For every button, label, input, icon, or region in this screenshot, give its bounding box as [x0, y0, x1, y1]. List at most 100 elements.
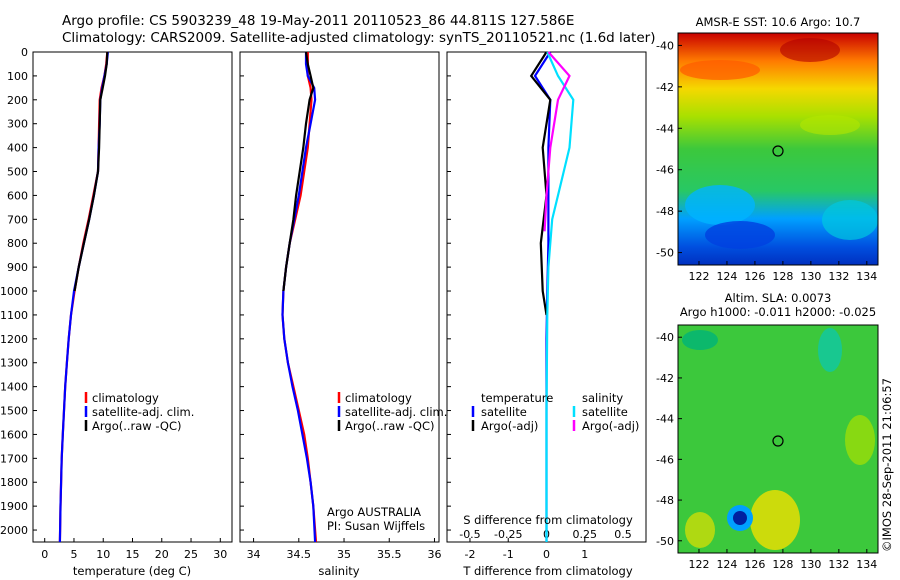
legend-s-argo: Argo(-adj)	[582, 419, 639, 433]
header-line-2: Climatology: CARS2009. Satellite-adjuste…	[62, 30, 656, 46]
depth-tick-label: 500	[7, 166, 28, 179]
lon-tick-label: 130	[800, 270, 821, 283]
x-tick-label: 30	[213, 548, 227, 561]
pi-note: PI: Susan Wijffels	[327, 519, 425, 533]
x-tick-label: 5	[70, 548, 77, 561]
sla-high-patch	[685, 512, 715, 548]
lat-tick-label: -46	[656, 453, 674, 466]
series-argo-raw-qc-	[73, 51, 109, 292]
x-tick-label: 35	[337, 548, 351, 561]
lat-tick-label: -46	[656, 164, 674, 177]
temperature-legend: climatology satellite-adj. clim. Argo(..…	[84, 391, 194, 433]
depth-tick-label: 1300	[0, 357, 28, 370]
sla-map	[677, 324, 879, 554]
series-salinity-satellite	[545, 51, 575, 542]
depth-tick-label: 2000	[0, 524, 28, 537]
sla-patch	[682, 330, 718, 350]
sst-cold-core	[705, 221, 775, 249]
temperature-x-ticks: 0 5 10 15 20 25 30	[41, 538, 227, 561]
sst-lon-ticks: 122 124 126 128 130 132 134	[688, 261, 877, 283]
salinity-x-ticks: 34 34.5 35 35.5 36	[247, 538, 441, 561]
depth-tick-label: 900	[7, 261, 28, 274]
x-tick-label: -2	[464, 548, 475, 561]
legend-s-satellite: satellite	[582, 405, 628, 419]
x-tick-label: 1	[581, 548, 588, 561]
lat-tick-label: -40	[656, 331, 674, 344]
s-diff-tick-label: 0.25	[573, 528, 598, 541]
x-tick-label: 35.5	[377, 548, 402, 561]
x-tick-label: 25	[184, 548, 198, 561]
depth-tick-label: 400	[7, 142, 28, 155]
x-tick-label: 36	[427, 548, 441, 561]
lon-tick-label: 126	[744, 270, 765, 283]
lat-tick-label: -50	[656, 535, 674, 548]
series-temperature-argo-adj-	[529, 51, 552, 316]
t-diff-axis-label: T difference from climatology	[462, 564, 633, 578]
lat-tick-label: -48	[656, 205, 674, 218]
argo-float-marker	[772, 435, 784, 447]
legend-satellite-adj: satellite-adj. clim.	[92, 405, 194, 419]
sla-high-patch	[750, 490, 800, 550]
temperature-curves	[58, 51, 109, 543]
s-diff-tick-label: -0.5	[459, 528, 480, 541]
depth-tick-label: 1900	[0, 500, 28, 513]
lon-tick-label: 128	[772, 558, 793, 571]
x-tick-label: 10	[96, 548, 110, 561]
depth-tick-label: 1100	[0, 309, 28, 322]
legend-argo: Argo(..raw -QC)	[92, 419, 182, 433]
s-diff-tick-label: 0.5	[614, 528, 632, 541]
header-line-1: Argo profile: CS 5903239_48 19-May-2011 …	[62, 13, 575, 29]
depth-tick-label: 1400	[0, 381, 28, 394]
series-argo-raw-qc-	[282, 51, 315, 292]
lon-tick-label: 134	[856, 270, 877, 283]
x-tick-label: 0	[543, 548, 550, 561]
sla-map-frame	[677, 324, 879, 554]
salinity-curves	[281, 51, 318, 543]
lat-tick-label: -42	[656, 81, 674, 94]
lon-tick-label: 124	[716, 270, 737, 283]
depth-tick-label: 1000	[0, 285, 28, 298]
lon-tick-label: 128	[772, 270, 793, 283]
difference-curves	[529, 51, 575, 542]
legend-argo: Argo(..raw -QC)	[345, 419, 435, 433]
sst-map-frame	[677, 32, 879, 266]
difference-legend: temperature satellite Argo(-adj) salinit…	[471, 391, 639, 433]
salinity-plot-frame	[239, 51, 440, 543]
sla-patch	[818, 328, 842, 372]
depth-tick-label: 800	[7, 237, 28, 250]
sst-mid-patch	[800, 115, 860, 135]
lat-tick-label: -44	[656, 122, 674, 135]
depth-tick-label: 700	[7, 213, 28, 226]
lon-tick-label: 132	[828, 558, 849, 571]
series-salinity-argo-adj-	[543, 51, 571, 232]
sst-cool-patch	[822, 200, 878, 240]
imos-timestamp: ©IMOS 28-Sep-2011 21:06:57	[880, 378, 894, 552]
x-tick-label: 34	[247, 548, 261, 561]
depth-tick-label: 1700	[0, 452, 28, 465]
x-tick-label: 20	[155, 548, 169, 561]
lon-tick-label: 122	[688, 270, 709, 283]
lat-tick-label: -40	[656, 39, 674, 52]
depth-axis: 0 100 200 300 400 500 600 700 800 900 1000 1100 1200…	[0, 46, 451, 537]
depth-tick-label: 1200	[0, 333, 28, 346]
sla-map-title: Altim. SLA: 0.0073	[725, 291, 832, 305]
legend-climatology: climatology	[345, 391, 412, 405]
legend-temperature-title: temperature	[481, 391, 553, 405]
x-tick-label: 0	[41, 548, 48, 561]
legend-satellite-adj: satellite-adj. clim.	[345, 405, 447, 419]
sst-map-title: AMSR-E SST: 10.6 Argo: 10.7	[696, 15, 861, 29]
depth-tick-label: 1600	[0, 428, 28, 441]
lat-tick-label: -44	[656, 413, 674, 426]
sla-patch	[845, 415, 875, 465]
lon-tick-label: 122	[688, 558, 709, 571]
s-diff-tick-label: -0.25	[494, 528, 522, 541]
depth-tick-label: 100	[7, 70, 28, 83]
sla-map-subtitle: Argo h1000: -0.011 h2000: -0.025	[680, 305, 876, 319]
depth-tick-label: 1800	[0, 476, 28, 489]
lon-tick-label: 130	[800, 558, 821, 571]
sst-warm-core	[780, 38, 840, 62]
s-diff-axis-label: S difference from climatology	[463, 513, 633, 527]
depth-tick-label: 0	[21, 46, 28, 59]
argo-float-marker	[772, 145, 784, 157]
depth-tick-label: 600	[7, 189, 28, 202]
